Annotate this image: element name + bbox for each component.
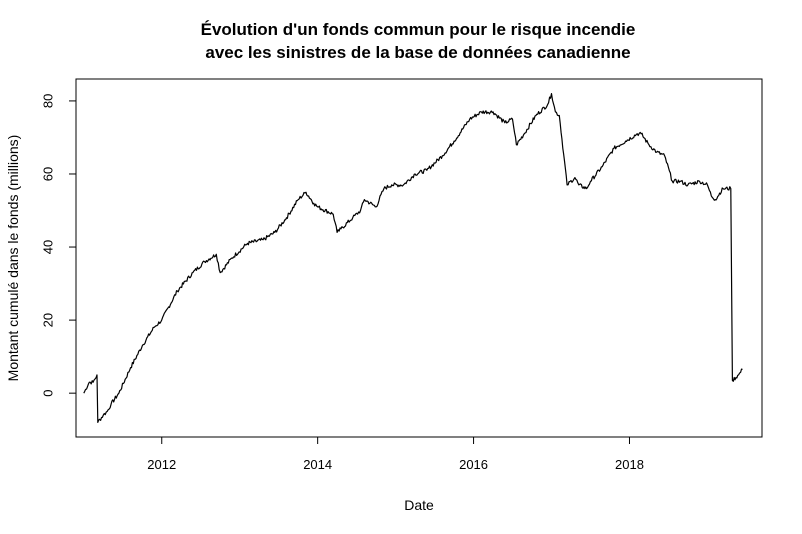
- y-tick-label: 20: [41, 313, 56, 327]
- y-axis: 0 20 40 60 80: [41, 94, 77, 397]
- chart-title-line-1: Évolution d'un fonds commun pour le risq…: [201, 20, 636, 39]
- x-tick-label: 2016: [459, 457, 488, 472]
- chart-title-line-2: avec les sinistres de la base de données…: [205, 43, 630, 62]
- y-tick-label: 0: [41, 390, 56, 397]
- y-tick-label: 40: [41, 240, 56, 254]
- x-tick-label: 2012: [147, 457, 176, 472]
- x-axis-label: Date: [404, 497, 434, 513]
- y-axis-label: Montant cumulé dans le fonds (millions): [5, 135, 21, 382]
- x-tick-label: 2018: [615, 457, 644, 472]
- plot-area-frame: [75, 78, 763, 438]
- y-tick-label: 80: [41, 94, 56, 108]
- x-tick-label: 2014: [303, 457, 332, 472]
- series-line: [83, 92, 743, 423]
- x-axis: 2012 2014 2016 2018: [147, 436, 644, 472]
- y-tick-label: 60: [41, 167, 56, 181]
